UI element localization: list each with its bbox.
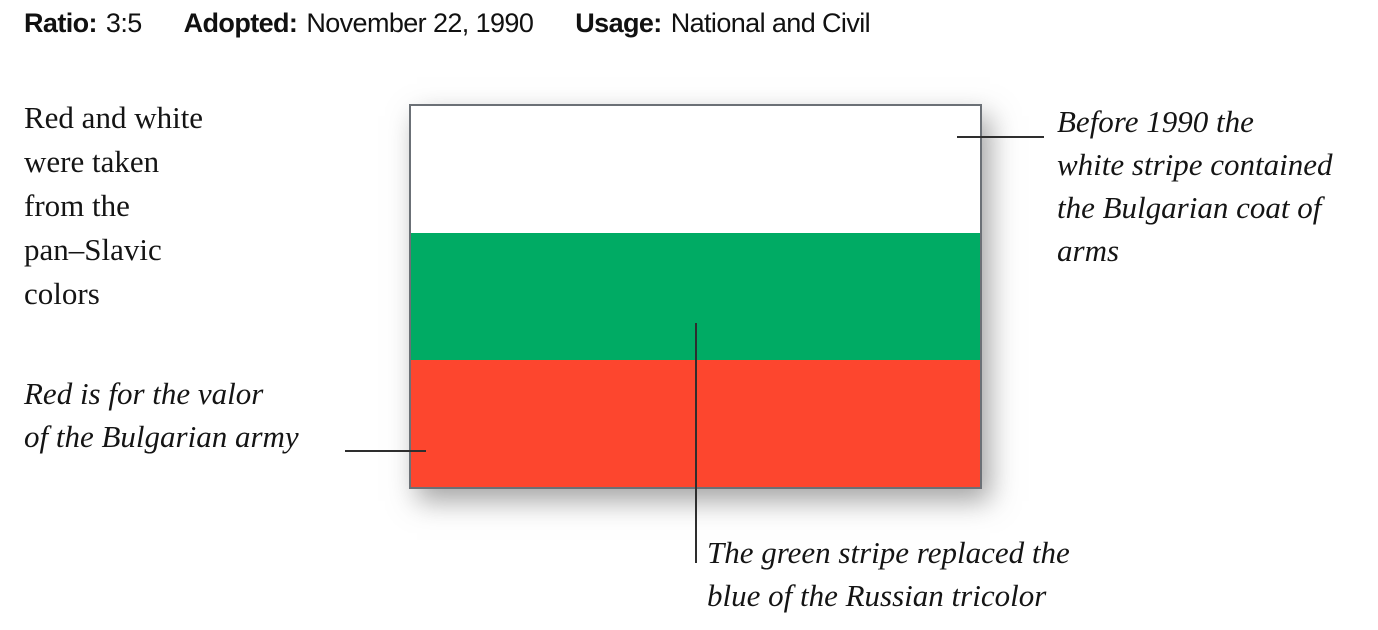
- adopted-pair: Adopted: November 22, 1990: [184, 8, 534, 39]
- white-stripe-note: Before 1990 the white stripe contained t…: [1057, 104, 1333, 268]
- flag-white-stripe: [411, 106, 980, 233]
- pan-slavic-colors-note: Red and white were taken from the pan–Sl…: [24, 100, 204, 311]
- adopted-label: Adopted:: [183, 8, 298, 38]
- adopted-value: November 22, 1990: [306, 8, 534, 38]
- red-stripe-note: Red is for the valor of the Bulgarian ar…: [24, 376, 299, 454]
- green-stripe-note: The green stripe replaced the blue of th…: [707, 535, 1070, 613]
- white-note-leader-line: [957, 136, 1044, 138]
- ratio-pair: Ratio: 3:5: [24, 8, 142, 39]
- usage-pair: Usage: National and Civil: [575, 8, 870, 39]
- usage-value: National and Civil: [670, 8, 871, 38]
- ratio-value: 3:5: [105, 8, 142, 38]
- flag-meta-line: Ratio: 3:5 Adopted: November 22, 1990 Us…: [24, 8, 871, 39]
- usage-label: Usage:: [575, 8, 662, 38]
- ratio-label: Ratio:: [24, 8, 98, 38]
- bulgaria-flag-image: [409, 104, 982, 489]
- red-note-leader-line: [345, 450, 426, 452]
- green-note-leader-line: [695, 323, 697, 563]
